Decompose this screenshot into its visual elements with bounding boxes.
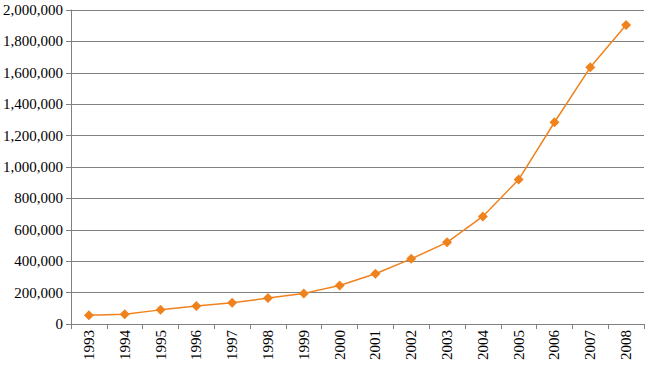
- svg-text:1994: 1994: [117, 330, 133, 361]
- svg-text:1996: 1996: [188, 330, 204, 361]
- svg-text:2008: 2008: [618, 330, 634, 360]
- svg-text:800,000: 800,000: [14, 190, 63, 206]
- svg-text:400,000: 400,000: [14, 253, 63, 269]
- svg-text:1999: 1999: [296, 330, 312, 360]
- svg-text:1,800,000: 1,800,000: [3, 33, 63, 49]
- svg-text:2005: 2005: [511, 330, 527, 360]
- svg-text:0: 0: [56, 316, 64, 332]
- svg-text:2002: 2002: [403, 330, 419, 360]
- svg-text:1,200,000: 1,200,000: [3, 128, 63, 144]
- svg-text:1993: 1993: [81, 330, 97, 360]
- svg-text:1998: 1998: [260, 330, 276, 360]
- svg-text:2,000,000: 2,000,000: [3, 2, 63, 18]
- svg-text:2003: 2003: [439, 330, 455, 360]
- svg-text:2001: 2001: [367, 330, 383, 360]
- svg-text:1,400,000: 1,400,000: [3, 96, 63, 112]
- svg-text:2004: 2004: [475, 330, 491, 361]
- svg-text:2007: 2007: [582, 330, 598, 361]
- svg-text:1,000,000: 1,000,000: [3, 159, 63, 175]
- svg-text:1,600,000: 1,600,000: [3, 65, 63, 81]
- svg-text:200,000: 200,000: [14, 285, 63, 301]
- svg-text:1995: 1995: [153, 330, 169, 360]
- svg-text:2006: 2006: [546, 330, 562, 361]
- svg-text:1997: 1997: [224, 330, 240, 361]
- svg-text:600,000: 600,000: [14, 222, 63, 238]
- svg-text:2000: 2000: [332, 330, 348, 360]
